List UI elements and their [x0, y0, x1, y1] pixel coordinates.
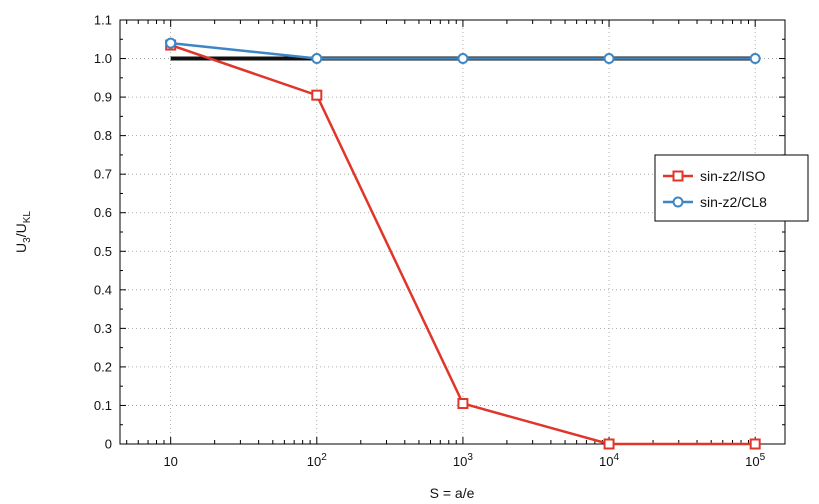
series-1	[165, 37, 761, 65]
y-tick-label: 0.2	[94, 359, 112, 374]
y-axis-label: U3/UKL	[13, 211, 33, 253]
y-tick-label: 0.7	[94, 167, 112, 182]
y-tick-label: 1.0	[94, 51, 112, 66]
y-tick-label: 0.6	[94, 205, 112, 220]
data-point	[311, 53, 323, 65]
data-point	[457, 53, 469, 65]
x-tick-label: 105	[745, 452, 765, 469]
data-point	[749, 53, 761, 65]
legend-items: sin-z2/ISO sin-z2/CL8	[663, 168, 767, 210]
y-tick-label: 0.1	[94, 398, 112, 413]
y-axis-label-main: U	[13, 243, 29, 253]
y-axis-label-mid: /U	[13, 223, 29, 237]
y-tick-label: 0.8	[94, 128, 112, 143]
y-tick-label: 0.4	[94, 282, 112, 297]
legend-marker	[672, 170, 684, 182]
axis-ticks: 0 0.1 0.2 0.3 0.4 0.5 0.6 0.7 0.8 0.9 1.0 1.1 10 102 1…	[94, 13, 785, 469]
legend: sin-z2/ISO sin-z2/CL8	[654, 154, 809, 222]
data-point	[749, 438, 761, 450]
y-tick-label: 0.9	[94, 90, 112, 105]
legend-box	[654, 154, 809, 222]
y-tick-label: 1.1	[94, 13, 112, 28]
series-group	[165, 37, 761, 450]
x-tick-label: 10	[163, 454, 177, 469]
y-axis-label-sub1: 3	[22, 237, 33, 243]
y-tick-label: 0	[105, 437, 112, 452]
legend-label: sin-z2/CL8	[700, 194, 767, 210]
data-point	[603, 438, 615, 450]
legend-marker	[672, 196, 684, 208]
x-tick-label: 103	[453, 452, 473, 469]
data-point	[457, 398, 469, 410]
data-point	[311, 89, 323, 101]
y-axis-label-sub2: KL	[22, 211, 33, 224]
data-point	[165, 37, 177, 49]
x-tick-label: 104	[599, 452, 619, 469]
legend-label: sin-z2/ISO	[700, 168, 765, 184]
y-tick-label: 0.5	[94, 244, 112, 259]
x-tick-label: 102	[307, 452, 327, 469]
x-axis-label: S = a/e	[430, 485, 475, 501]
y-tick-label: 0.3	[94, 321, 112, 336]
data-point	[603, 53, 615, 65]
